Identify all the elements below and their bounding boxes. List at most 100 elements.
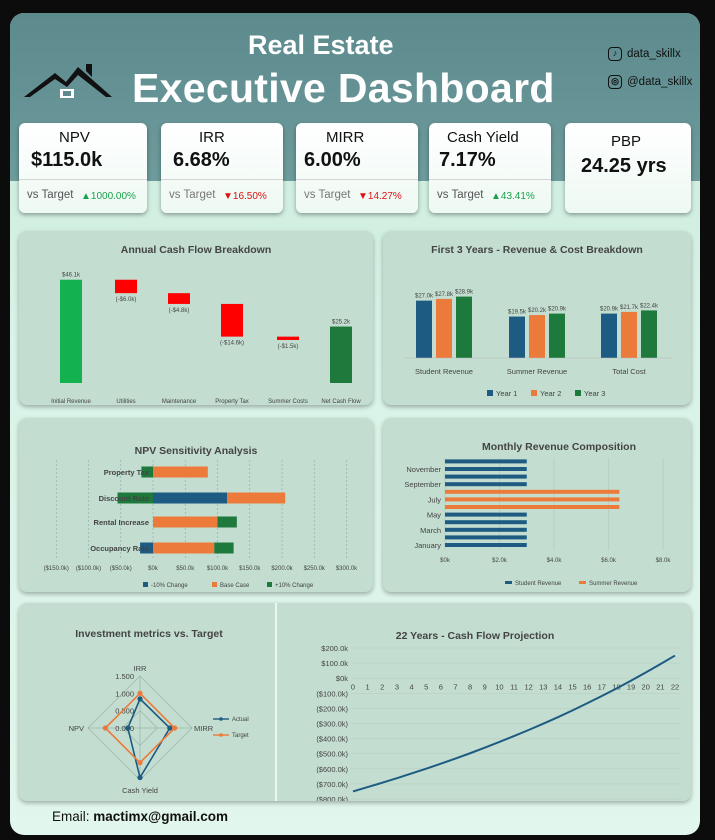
legend-swatch [579, 581, 586, 584]
bar-minus-10 [140, 542, 153, 554]
dashboard: Real Estate Executive Dashboard ♪ data_s… [10, 13, 700, 835]
panel-bottom: Investment metrics vs. Target 1.500 1.000 0… [19, 603, 691, 801]
x-tick-label: $300.0k [336, 566, 358, 572]
waterfall-bar [168, 293, 190, 304]
bar-minus-10 [153, 492, 228, 504]
bar-plus-10 [217, 516, 237, 528]
bar [416, 300, 432, 358]
category-label: Utilities [116, 399, 135, 405]
monthly-revenue-chart: Monthly Revenue Composition $0k $2.0k $4.0k… [404, 441, 671, 587]
bar-summer-revenue [445, 505, 620, 509]
waterfall-bar [221, 303, 243, 337]
x-tick-label: $0k [148, 566, 159, 572]
y-tick-label: May [427, 511, 441, 520]
x-tick-label: $4.0k [547, 558, 563, 564]
waterfall-bar [277, 336, 299, 340]
kpi-card-mirr: MIRR 6.00% vs Target ▼14.27% [296, 123, 418, 213]
x-tick-label: 19 [627, 683, 635, 692]
bar-summer-revenue [445, 497, 620, 502]
x-tick-label: $100.0k [207, 566, 229, 572]
data-label: $27.0k [415, 294, 434, 300]
legend-swatch [505, 581, 512, 584]
waterfall-chart: Annual Cash Flow Breakdown $46.1k Initial … [51, 244, 361, 405]
category-label: Summer Revenue [507, 367, 567, 376]
bar-plus-10 [117, 492, 153, 504]
category-label: Initial Revenue [51, 399, 91, 405]
y-tick-label: ($700.0k) [316, 780, 348, 789]
x-tick-label: 10 [495, 683, 503, 692]
kpi-vs-label: vs Target [169, 189, 216, 201]
legend-label: +10% Change [275, 583, 314, 589]
y-tick-label: January [414, 541, 441, 550]
kpi-value: 6.68% [173, 149, 230, 171]
bar [509, 316, 525, 358]
chart-title: Annual Cash Flow Breakdown [121, 244, 272, 256]
category-label: Net Cash Flow [321, 399, 361, 405]
x-tick-label: 5 [424, 683, 428, 692]
bar-base-case [153, 542, 215, 554]
radar-point [137, 690, 143, 696]
kpi-card-cash-yield: Cash Yield 7.17% vs Target ▲43.41% [429, 123, 551, 213]
email-address[interactable]: mactimx@gmail.com [93, 809, 228, 824]
data-label: (-$14.6k) [220, 341, 244, 347]
bar-student-revenue [445, 543, 527, 547]
chart-title: Investment metrics vs. Target [75, 628, 223, 640]
y-tick-label: ($800.0k) [316, 795, 348, 801]
bar-student-revenue [445, 474, 527, 479]
bar [529, 315, 545, 358]
kpi-change: ▲43.41% [491, 191, 535, 202]
x-tick-label: ($150.0k) [44, 566, 69, 572]
kpi-value: 7.17% [439, 149, 496, 171]
x-tick-label: 13 [539, 683, 547, 692]
y-tick-label: September [404, 480, 441, 489]
footer-email: Email: mactimx@gmail.com [52, 809, 228, 824]
x-tick-label: 8 [468, 683, 472, 692]
y-tick-label: $100.0k [321, 659, 348, 668]
tiktok-link[interactable]: ♪ data_skillx [608, 47, 681, 61]
legend-label: Year 1 [496, 389, 517, 398]
legend-swatch [575, 390, 581, 396]
kpi-vs-label: vs Target [27, 189, 74, 201]
kpi-value: 6.00% [304, 149, 361, 171]
legend-label: Year 3 [584, 389, 605, 398]
kpi-divider [161, 179, 283, 180]
radar-point [137, 696, 143, 702]
y-tick-label: ($100.0k) [316, 689, 348, 698]
y-tick-label: November [406, 465, 441, 474]
cash-flow-line [352, 654, 676, 793]
kpi-value: 24.25 yrs [581, 155, 667, 177]
data-label: $46.1k [62, 273, 81, 279]
email-label: Email: [52, 809, 90, 824]
legend-label: Target [232, 733, 249, 739]
legend-label: Year 2 [540, 389, 561, 398]
chart-title: 22 Years - Cash Flow Projection [396, 630, 555, 642]
instagram-link[interactable]: ◎ @data_skillx [608, 75, 692, 89]
y-tick-label: ($400.0k) [316, 735, 348, 744]
radar-tick-label: 1.500 [115, 672, 134, 681]
kpi-name: MIRR [326, 129, 365, 146]
legend-swatch [531, 390, 537, 396]
legend-swatch [143, 582, 148, 587]
bar-student-revenue [445, 512, 527, 517]
bar-base-case [153, 466, 208, 478]
chart-title: NPV Sensitivity Analysis [135, 445, 258, 457]
legend-swatch [487, 390, 493, 396]
kpi-name: PBP [611, 133, 642, 150]
x-tick-label: 0 [351, 683, 355, 692]
bar-student-revenue [445, 467, 527, 471]
bar-base-case [153, 516, 218, 528]
kpi-card-irr: IRR 6.68% vs Target ▼16.50% [161, 123, 283, 213]
bar-student-revenue [445, 527, 527, 532]
data-label: $20.2k [528, 308, 547, 314]
chart-title: First 3 Years - Revenue & Cost Breakdown [431, 244, 643, 256]
legend-marker [219, 733, 223, 737]
bar [601, 313, 617, 358]
radar-point [125, 725, 131, 731]
revenue-cost-chart: First 3 Years - Revenue & Cost Breakdown… [403, 244, 673, 398]
x-tick-label: $6.0k [601, 558, 617, 564]
bar-student-revenue [445, 535, 527, 540]
x-tick-label: 21 [656, 683, 664, 692]
bar [549, 313, 565, 358]
projection-line-chart: 22 Years - Cash Flow Projection $200.0k $1… [316, 630, 681, 801]
x-tick-label: ($50.0k) [110, 566, 132, 572]
